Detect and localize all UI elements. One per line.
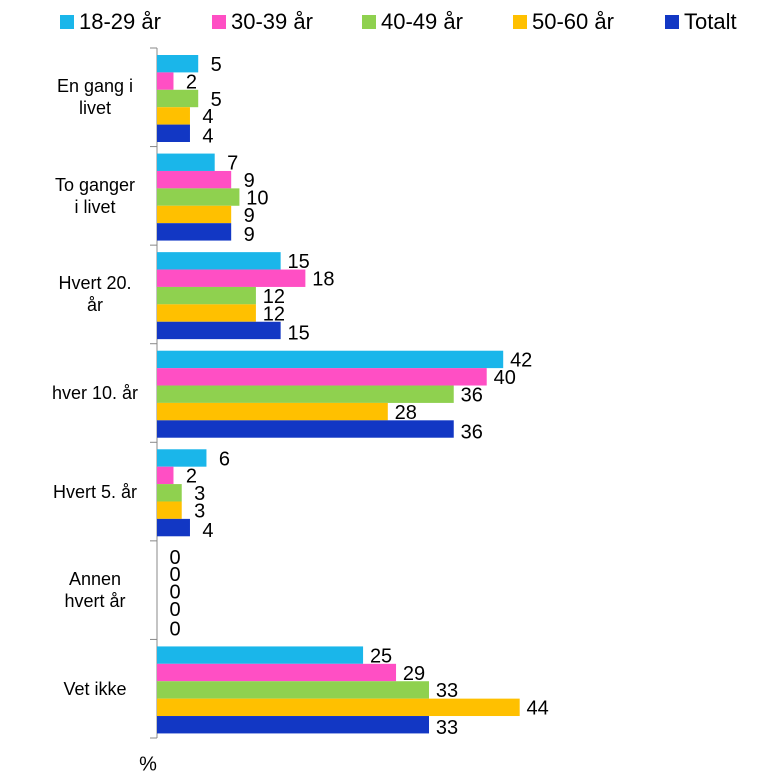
data-label: 5: [211, 54, 222, 76]
bar: [157, 153, 215, 171]
data-label: 3: [194, 500, 205, 522]
legend-label: 18-29 år: [79, 9, 161, 34]
data-label: 15: [288, 323, 310, 345]
data-label: 4: [202, 126, 213, 148]
data-label: 33: [436, 717, 458, 739]
x-axis-label: %: [139, 753, 157, 775]
legend-label: 50-60 år: [532, 9, 614, 34]
category-label: En gang i livet: [56, 76, 134, 119]
legend-swatch: [212, 15, 226, 29]
bar: [157, 170, 232, 189]
data-label: 7: [227, 153, 238, 175]
bar: [157, 402, 388, 421]
bar: [157, 223, 232, 241]
legend-swatch: [362, 15, 376, 29]
data-label: 12: [263, 286, 285, 308]
bar: [157, 286, 256, 305]
bar: [157, 466, 174, 485]
bar: [157, 663, 397, 682]
bar: [157, 252, 281, 270]
data-label: 29: [403, 663, 425, 685]
data-label: 9: [244, 224, 255, 246]
data-label: 18: [312, 269, 334, 291]
legend-swatch: [60, 15, 74, 29]
bar: [157, 368, 487, 386]
category-label: Hvert 20. år: [58, 273, 132, 316]
data-label: 3: [194, 483, 205, 505]
data-label: 0: [169, 618, 180, 640]
data-label: 6: [219, 448, 230, 470]
data-label: 36: [461, 421, 483, 443]
bar: [157, 350, 504, 369]
legend-swatch: [665, 15, 679, 29]
data-label: 28: [395, 402, 417, 424]
data-label: 0: [169, 582, 180, 604]
bar: [157, 188, 240, 206]
legend-label: Totalt: [684, 9, 737, 34]
data-label: 44: [527, 698, 549, 720]
category-label: Vet ikke: [63, 678, 127, 699]
bar: [157, 420, 454, 438]
bar: [157, 385, 454, 403]
legend-label: 40-49 år: [381, 9, 463, 34]
data-label: 4: [202, 520, 213, 542]
bar: [157, 681, 430, 699]
bar: [157, 501, 182, 519]
data-label: 0: [169, 599, 180, 621]
data-label: 12: [263, 303, 285, 325]
bar: [157, 518, 190, 537]
data-label: 5: [211, 89, 222, 111]
data-label: 25: [370, 645, 392, 667]
category-label: Annen hvert år: [64, 569, 126, 612]
category-label: To ganger i livet: [54, 174, 136, 217]
category-label: Hvert 5. år: [52, 481, 138, 502]
data-label: 2: [186, 71, 197, 93]
bar: [157, 449, 207, 467]
data-label: 0: [169, 547, 180, 569]
category-label: hver 10. år: [51, 383, 139, 403]
bar: [157, 716, 430, 734]
bar: [157, 484, 182, 502]
bar: [157, 72, 174, 90]
bar: [157, 321, 281, 340]
bar: [157, 269, 306, 287]
data-label: 2: [186, 466, 197, 488]
legend-label: 30-39 år: [231, 9, 313, 34]
bar: [157, 698, 520, 717]
bar: [157, 107, 190, 125]
data-label: 9: [244, 205, 255, 227]
bar: [157, 124, 190, 142]
data-label: 10: [246, 187, 268, 209]
bar: [157, 89, 199, 108]
bar: [157, 55, 199, 73]
bar: [157, 304, 256, 322]
data-label: 9: [244, 170, 255, 192]
bar: [157, 646, 364, 664]
data-label: 4: [202, 106, 213, 128]
data-label: 0: [169, 564, 180, 586]
data-label: 15: [288, 251, 310, 273]
legend-swatch: [513, 15, 527, 29]
bar: [157, 205, 232, 224]
data-label: 36: [461, 384, 483, 406]
data-label: 42: [510, 350, 532, 372]
data-label: 33: [436, 680, 458, 702]
data-label: 40: [494, 367, 516, 389]
